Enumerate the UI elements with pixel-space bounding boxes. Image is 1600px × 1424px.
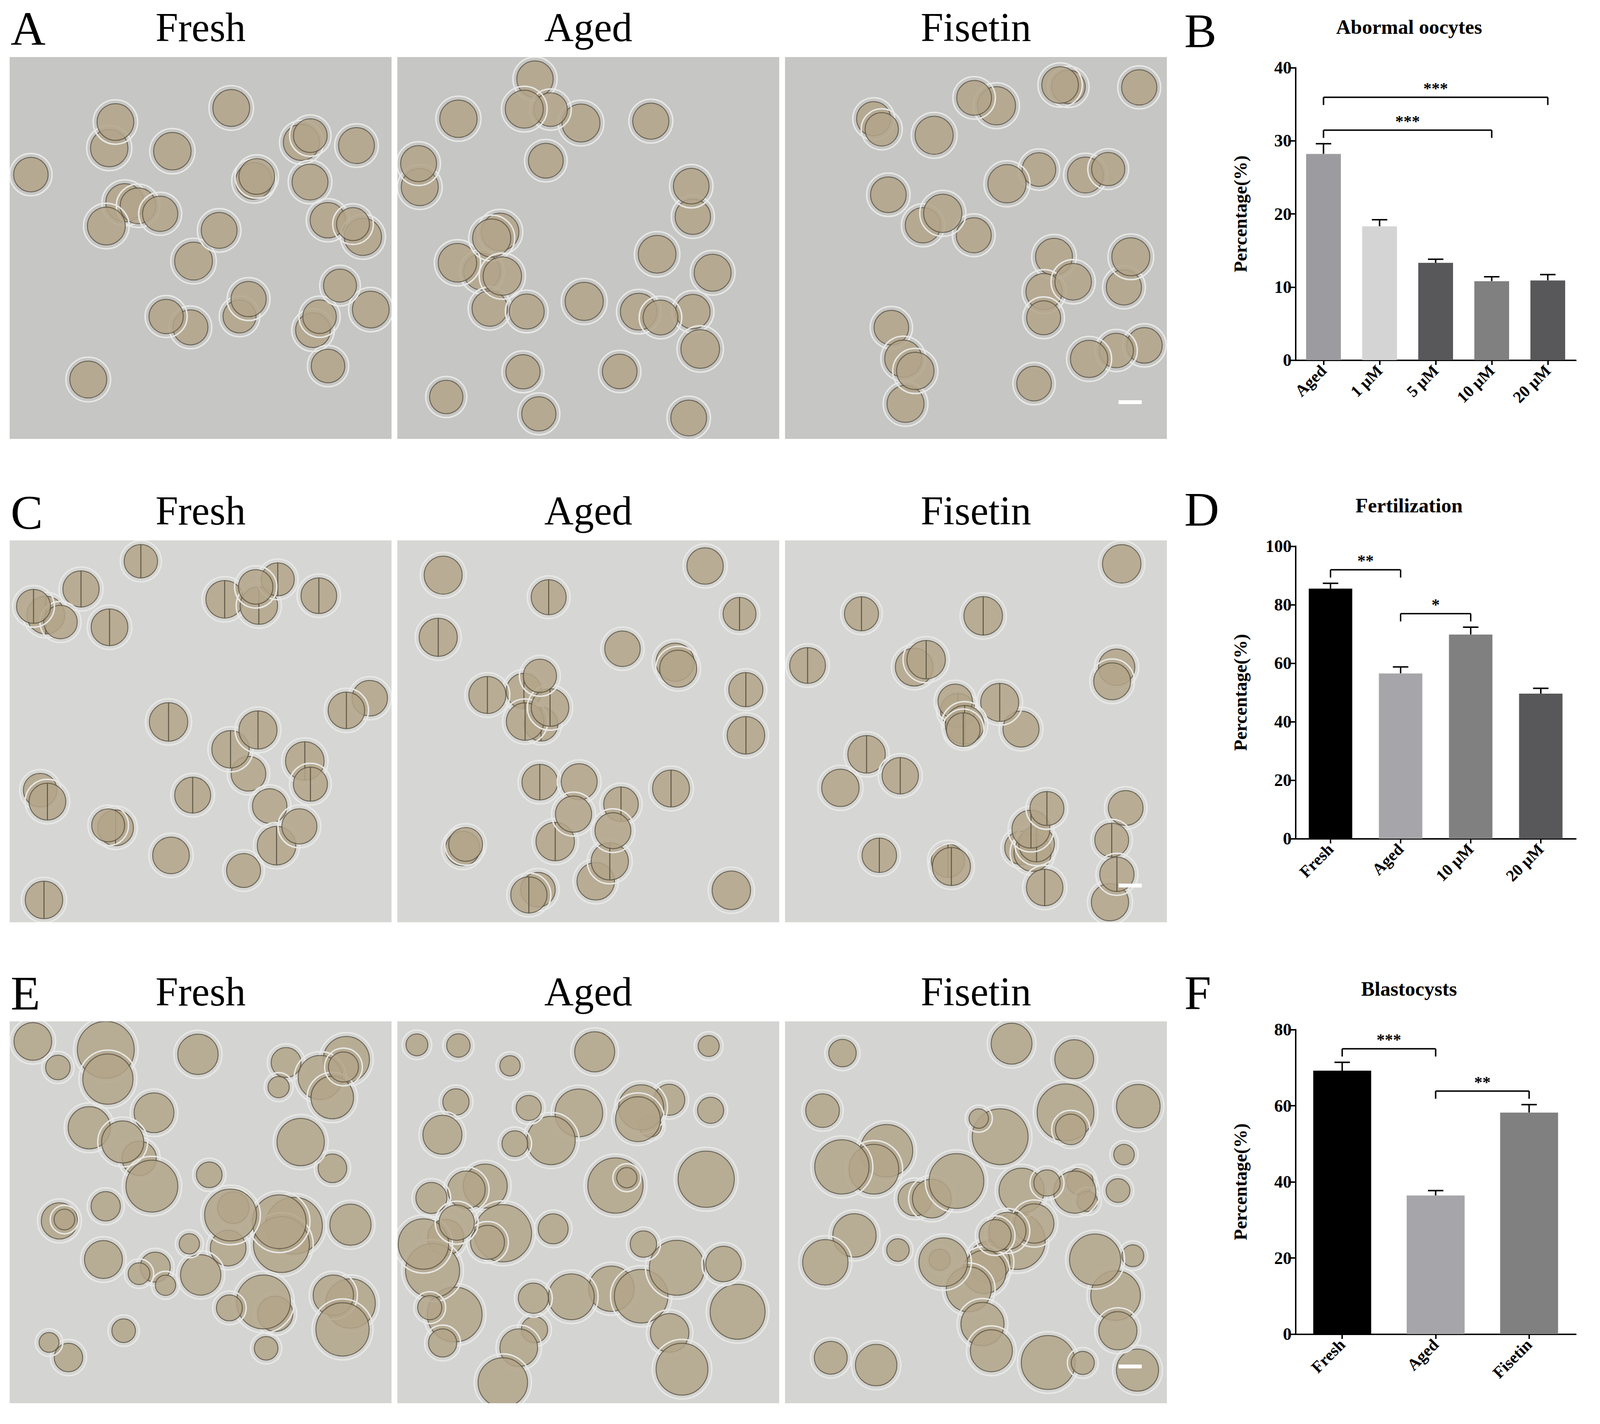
svg-text:*: * — [1431, 595, 1440, 614]
svg-text:80: 80 — [1274, 1019, 1292, 1040]
svg-text:Percentage(%): Percentage(%) — [1230, 155, 1251, 273]
html-text:Fresh: Fresh — [155, 488, 246, 534]
svg-text:Aged: Aged — [1291, 361, 1331, 401]
svg-text:20 μM: 20 μM — [1502, 840, 1548, 886]
html-text:F: F — [1184, 965, 1212, 1020]
svg-text:20: 20 — [1274, 770, 1292, 790]
svg-text:20: 20 — [1274, 204, 1292, 224]
svg-text:Percentage(%): Percentage(%) — [1230, 1123, 1251, 1241]
svg-text:40: 40 — [1274, 58, 1292, 78]
html-text:A: A — [10, 1, 46, 56]
svg-text:60: 60 — [1274, 653, 1292, 673]
html-text:C: C — [10, 485, 43, 539]
html-text:Aged: Aged — [544, 488, 633, 534]
svg-text:10 μM: 10 μM — [1453, 361, 1499, 407]
html-text:Fresh: Fresh — [155, 4, 246, 50]
svg-text:Percentage(%): Percentage(%) — [1230, 634, 1251, 752]
svg-text:**: ** — [1357, 551, 1374, 570]
svg-text:Blastocysts: Blastocysts — [1361, 977, 1457, 1001]
svg-text:10 μM: 10 μM — [1432, 840, 1478, 886]
svg-text:20: 20 — [1274, 1248, 1292, 1268]
svg-text:Abormal oocytes: Abormal oocytes — [1336, 15, 1483, 39]
svg-text:0: 0 — [1282, 350, 1292, 370]
svg-text:10: 10 — [1274, 277, 1292, 297]
svg-text:***: *** — [1395, 112, 1421, 131]
svg-text:***: *** — [1376, 1030, 1402, 1049]
svg-text:Fisetin: Fisetin — [1489, 1335, 1536, 1382]
html-text:Fisetin: Fisetin — [920, 488, 1032, 534]
html-text:Aged: Aged — [544, 969, 633, 1015]
svg-text:0: 0 — [1282, 1324, 1292, 1344]
html-text:E: E — [10, 966, 41, 1020]
svg-text:5 μM: 5 μM — [1403, 361, 1442, 401]
html-text:D: D — [1184, 482, 1220, 537]
svg-text:100: 100 — [1265, 536, 1292, 556]
svg-text:Fertilization: Fertilization — [1355, 494, 1463, 517]
svg-text:80: 80 — [1274, 595, 1292, 615]
html-text:B: B — [1184, 3, 1217, 58]
svg-text:20 μM: 20 μM — [1509, 361, 1555, 407]
svg-text:Fresh: Fresh — [1295, 840, 1338, 882]
html-text:Fisetin: Fisetin — [920, 969, 1032, 1015]
svg-text:**: ** — [1474, 1073, 1491, 1091]
svg-text:Aged: Aged — [1403, 1335, 1443, 1375]
svg-text:40: 40 — [1274, 712, 1292, 732]
html-text:Fisetin: Fisetin — [920, 4, 1032, 50]
svg-text:Aged: Aged — [1368, 840, 1408, 879]
html-text:Fresh: Fresh — [155, 969, 246, 1015]
svg-text:40: 40 — [1274, 1172, 1292, 1192]
svg-text:30: 30 — [1274, 130, 1292, 151]
html-text:Aged: Aged — [544, 4, 633, 50]
svg-text:1 μM: 1 μM — [1347, 361, 1386, 401]
svg-text:0: 0 — [1282, 829, 1292, 849]
svg-text:***: *** — [1423, 79, 1449, 98]
svg-text:Fresh: Fresh — [1307, 1335, 1349, 1377]
svg-text:60: 60 — [1274, 1096, 1292, 1116]
